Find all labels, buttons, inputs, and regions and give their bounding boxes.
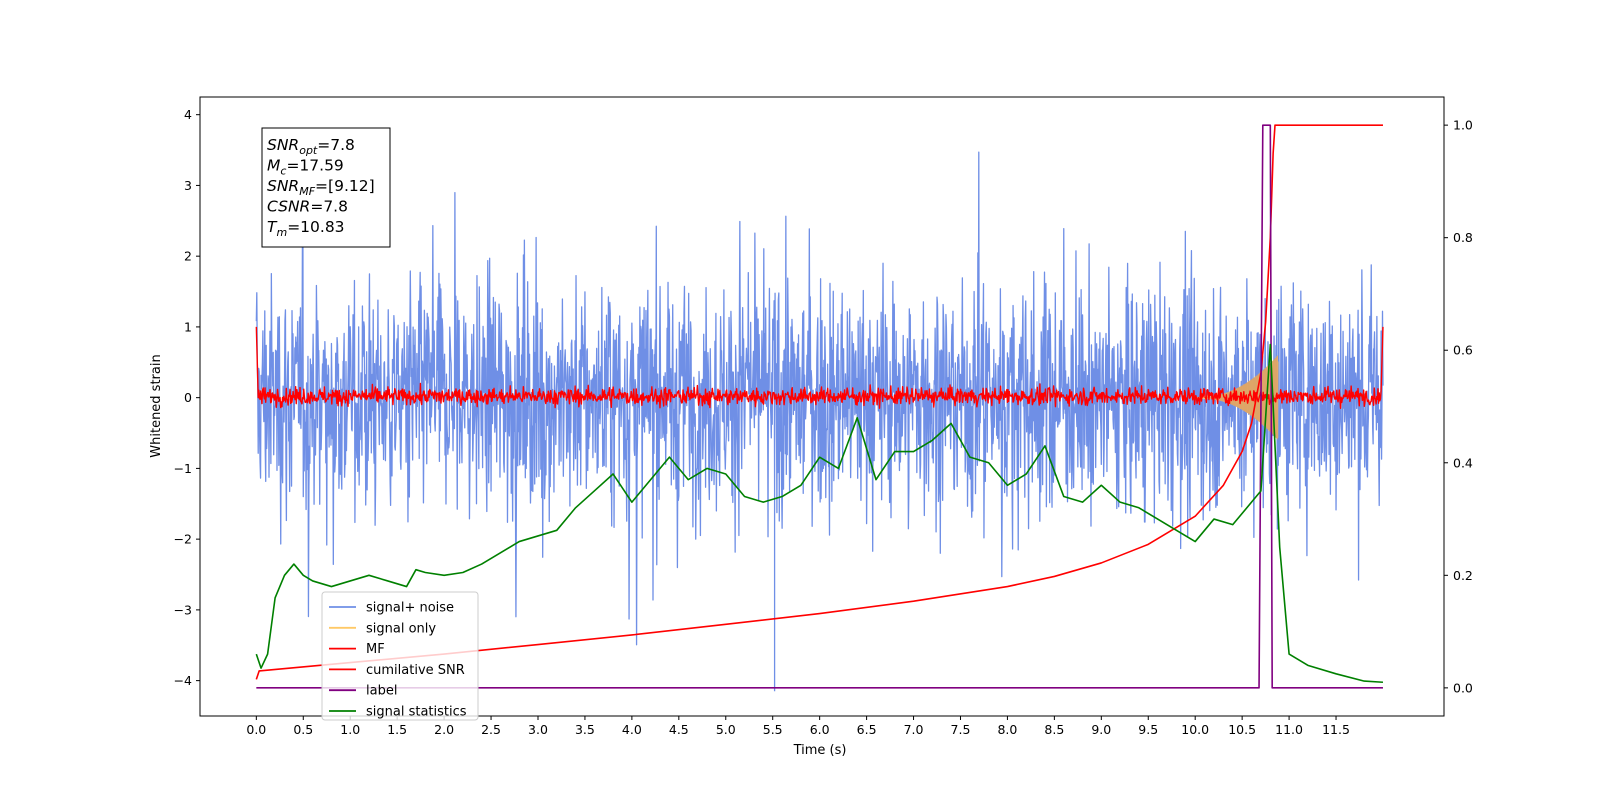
y-right-tick-label: 0.2 [1453,568,1473,583]
x-tick-label: 6.5 [857,722,877,737]
x-tick-label: 9.0 [1091,722,1111,737]
annotation-line: CSNR=7.8 [267,198,348,216]
x-tick-label: 7.0 [904,722,924,737]
x-tick-label: 0.5 [293,722,313,737]
x-tick-label: 1.0 [340,722,360,737]
annotation-subscript: opt [299,144,318,157]
legend-label: signal+ noise [366,601,454,616]
y-right-tick-label: 0.6 [1453,343,1473,358]
plot-frame [199,96,1445,717]
y-axis-left: 4 3 2 1 0 −1 −2 −3 −4 [174,107,200,688]
series-label [256,124,1383,689]
annotation-symbol: SNR [267,177,299,195]
y-axis-label: Whitened strain [149,354,164,457]
y-left-tick-label: −3 [174,602,192,617]
series-mf [255,326,1384,409]
legend-label: MF [366,642,385,657]
annotation-symbol: SNR [267,136,299,154]
x-tick-label: 2.5 [481,722,501,737]
x-tick-label: 4.5 [669,722,689,737]
annotation-value: =7.8 [310,198,348,216]
y-left-tick-label: −4 [174,673,192,688]
y-left-tick-label: 3 [184,178,192,193]
legend-frame [321,591,479,721]
x-tick-label: 10.0 [1181,722,1209,737]
legend-label: cumilative SNR [366,663,465,678]
annotation-value: =7.8 [317,136,355,154]
x-tick-label: 8.5 [1044,722,1064,737]
x-tick-label: 3.0 [528,722,548,737]
annotation-symbol: CSNR [267,198,310,216]
x-tick-label: 6.0 [810,722,830,737]
x-tick-label: 1.5 [387,722,407,737]
x-tick-label: 8.0 [997,722,1017,737]
y-left-tick-label: 4 [184,107,192,122]
annotation-line: Mc=17.59 [267,157,344,178]
y-axis-right: 1.0 0.8 0.6 0.4 0.2 0.0 [1444,118,1473,695]
y-right-tick-label: 0.8 [1453,230,1473,245]
x-tick-label: 9.5 [1138,722,1158,737]
annotation-subscript: c [280,165,286,178]
x-axis: 0.0 0.5 1.0 1.5 2.0 2.5 3.0 3.5 4.0 4.5 5.0 5.5 6.0 6… [246,716,1350,737]
x-tick-label: 4.0 [622,722,642,737]
x-tick-label: 0.0 [246,722,266,737]
annotation-subscript: MF [299,185,315,198]
annotation-line: SNRMF=[9.12] [267,177,375,198]
series-cumulative-snr [255,124,1383,680]
annotation-value: =[9.12] [315,177,375,195]
annotation-value: =17.59 [286,157,343,175]
y-right-tick-label: 0.0 [1453,680,1473,695]
x-tick-label: 10.5 [1228,722,1256,737]
legend-label: label [366,684,397,699]
x-tick-label: 11.5 [1322,722,1350,737]
series-signal-noise [255,151,1384,692]
y-left-tick-label: 1 [184,319,192,334]
x-tick-label: 11.0 [1275,722,1303,737]
x-tick-label: 5.0 [716,722,736,737]
legend-label: signal statistics [366,705,467,720]
series-signal-statistics [255,343,1384,684]
annotation-box: SNRopt=7.8Mc=17.59SNRMF=[9.12]CSNR=7.8Tm… [261,127,391,248]
x-tick-label: 7.5 [951,722,971,737]
x-tick-label: 5.5 [763,722,783,737]
annotation-symbol: T [267,218,278,236]
x-tick-label: 2.0 [434,722,454,737]
y-left-tick-label: −1 [174,461,192,476]
annotation-line: Tm=10.83 [267,218,345,239]
annotation-subscript: m [276,226,287,239]
annotation-value: =10.83 [287,218,344,236]
y-left-tick-label: 0 [184,390,192,405]
series-layer [255,124,1384,692]
x-axis-label: Time (s) [793,743,847,758]
x-tick-label: 3.5 [575,722,595,737]
legend: signal+ noise signal only MF cumilative SNR… [321,591,479,721]
y-right-tick-label: 0.4 [1453,455,1473,470]
y-right-tick-label: 1.0 [1453,118,1473,133]
y-left-tick-label: −2 [174,532,192,547]
annotation-box-frame [261,127,391,248]
y-left-tick-label: 2 [184,249,192,264]
annotation-symbol: M [267,157,280,175]
legend-label: signal only [366,621,436,636]
annotation-line: SNRopt=7.8 [267,136,355,157]
